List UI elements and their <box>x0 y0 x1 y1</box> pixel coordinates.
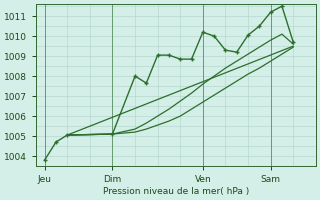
X-axis label: Pression niveau de la mer( hPa ): Pression niveau de la mer( hPa ) <box>103 187 249 196</box>
